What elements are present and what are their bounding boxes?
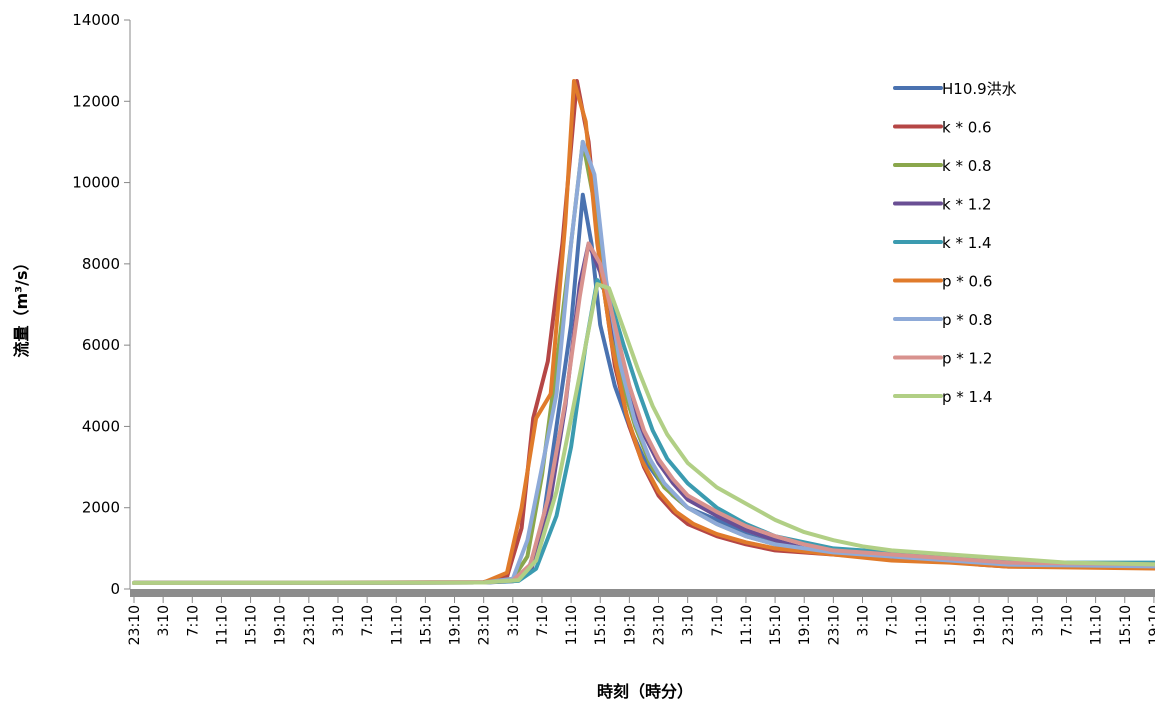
- x-tick-label: 19:10: [448, 605, 464, 645]
- x-tick-label: 11:10: [214, 605, 230, 645]
- legend: H10.9洪水 k * 0.6 k * 0.8 k * 1.2 k * 1.4 p * 0…: [893, 80, 1017, 406]
- y-tick-label: 4000: [82, 417, 120, 435]
- y-axis-title: 流量（m³/s）: [12, 254, 31, 357]
- legend-label: p * 1.2: [942, 350, 992, 368]
- legend-label: k * 0.8: [942, 157, 992, 175]
- x-tick-label: 23:10: [302, 605, 318, 645]
- x-tick-label: 23:10: [826, 605, 842, 645]
- x-tick-label: 23:10: [127, 605, 143, 645]
- y-tick-label: 10000: [72, 174, 120, 192]
- series-line-5: [132, 79, 1155, 585]
- x-tick-label: 7:10: [360, 605, 376, 636]
- x-tick-label: 11:10: [739, 605, 755, 645]
- series-layer: [132, 79, 1155, 585]
- x-tick-label: 19:10: [273, 605, 289, 645]
- x-tick-label: 3:10: [681, 605, 697, 636]
- x-tick-label: 7:10: [710, 605, 726, 636]
- x-tick-label: 3:10: [156, 605, 172, 636]
- x-tick-label: 11:10: [389, 605, 405, 645]
- x-tick-label: 19:10: [622, 605, 638, 645]
- x-tick-label: 3:10: [331, 605, 347, 636]
- x-tick-label: 19:10: [1147, 605, 1155, 645]
- series-line-6: [132, 139, 1155, 585]
- legend-label: k * 1.4: [942, 234, 992, 252]
- series-line-8: [132, 282, 1155, 585]
- x-tick-label: 11:10: [1089, 605, 1105, 645]
- x-tick-label: 11:10: [564, 605, 580, 645]
- x-tick-label: 3:10: [506, 605, 522, 636]
- x-tick-label: 15:10: [244, 605, 260, 645]
- x-tick-label: 7:10: [1059, 605, 1075, 636]
- x-tick-label: 23:10: [477, 605, 493, 645]
- legend-label: k * 0.6: [942, 119, 992, 137]
- x-tick-label: 7:10: [535, 605, 551, 636]
- x-tick-label: 23:10: [1001, 605, 1017, 645]
- series-line-7: [132, 241, 1155, 585]
- x-tick-label: 11:10: [914, 605, 930, 645]
- x-tick-label: 7:10: [185, 605, 201, 636]
- legend-label: p * 0.6: [942, 273, 992, 291]
- x-tick-label: 15:10: [418, 605, 434, 645]
- y-tick-label: 14000: [72, 11, 120, 29]
- legend-label: H10.9洪水: [942, 80, 1017, 98]
- y-tick-label: 2000: [82, 499, 120, 517]
- series-line-2: [132, 139, 1155, 585]
- x-tick-label: 23:10: [652, 605, 668, 645]
- y-tick-label: 8000: [82, 255, 120, 273]
- x-tick-label: 7:10: [885, 605, 901, 636]
- x-tick-label: 15:10: [593, 605, 609, 645]
- y-tick-label: 0: [110, 580, 120, 598]
- x-tick-label: 15:10: [1118, 605, 1134, 645]
- legend-label: p * 1.4: [942, 388, 992, 406]
- x-tick-label: 19:10: [797, 605, 813, 645]
- legend-label: p * 0.8: [942, 311, 992, 329]
- x-tick-label: 19:10: [972, 605, 988, 645]
- x-tick-label: 3:10: [1030, 605, 1046, 636]
- x-axis-title: 時刻（時分）: [597, 682, 693, 701]
- legend-label: k * 1.2: [942, 196, 992, 214]
- y-tick-label: 12000: [72, 92, 120, 110]
- series-line-1: [132, 79, 1155, 585]
- y-axis: 0 2000 4000 6000 8000 10000 12000 14000: [72, 11, 131, 598]
- x-tick-label: 3:10: [856, 605, 872, 636]
- x-axis: 23:10 3:10 7:10 11:10 15:10 19:10 23:10 3:10 7:1…: [127, 589, 1155, 645]
- x-tick-label: 15:10: [768, 605, 784, 645]
- y-tick-label: 6000: [82, 336, 120, 354]
- x-tick-label: 15:10: [943, 605, 959, 645]
